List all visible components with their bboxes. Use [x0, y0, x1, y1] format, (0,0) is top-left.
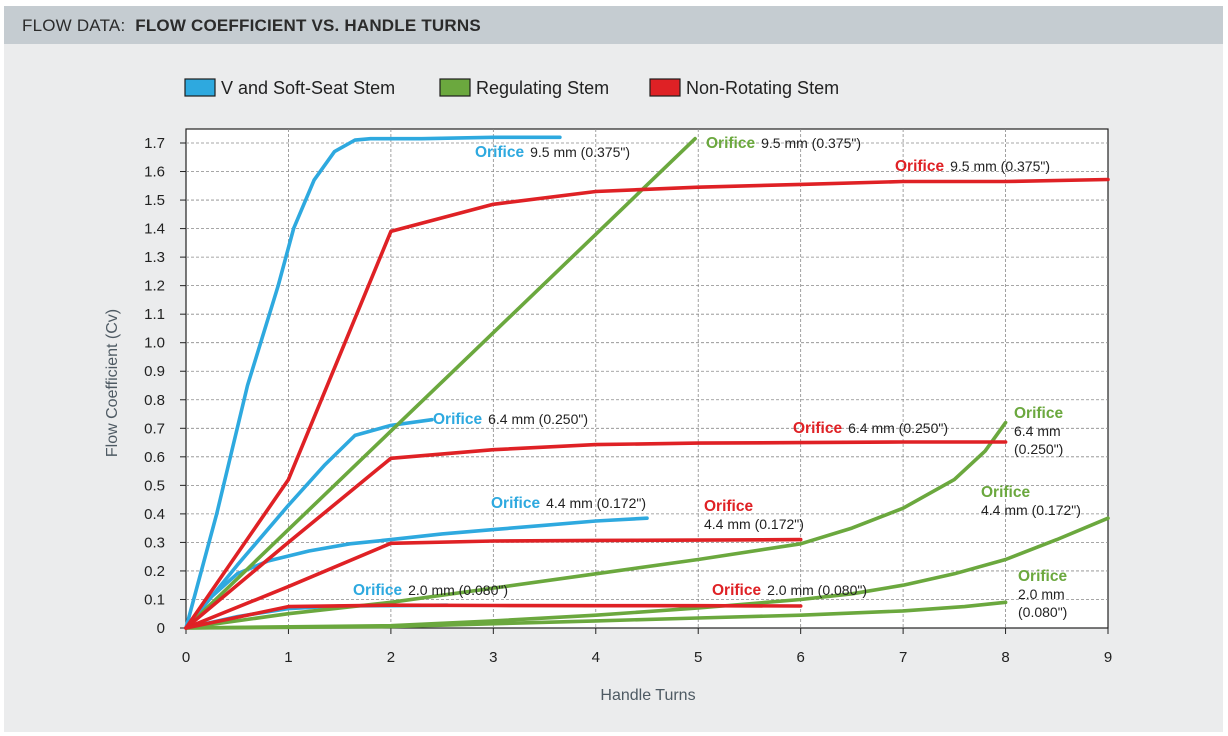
annotation-3-word: Orifice — [491, 495, 540, 512]
annotation-1-word: Orifice — [475, 144, 524, 161]
annotation-11-spec: 4.4 mm (0.172") — [704, 516, 804, 532]
series-line-7 — [184, 516, 1110, 630]
annotation-9-spec: 9.5 mm (0.375") — [950, 158, 1050, 174]
legend-label-1: V and Soft-Seat Stem — [221, 78, 395, 98]
annotations: Orifice 9.5 mm (0.375")Orifice 6.4 mm (0.2… — [353, 135, 1081, 620]
y-tick-label: 1.2 — [144, 278, 165, 295]
x-tick-label: 4 — [592, 649, 600, 666]
y-tick-label: 1.7 — [144, 135, 165, 152]
y-tick-label: 1.5 — [144, 192, 165, 209]
annotation-11-word: Orifice — [704, 498, 753, 515]
series-line-11 — [184, 537, 803, 630]
annotation-8-spec-2: (0.080") — [1018, 604, 1067, 620]
series-line-1 — [184, 135, 562, 630]
legend-swatch-3 — [649, 78, 681, 97]
annotation-2-spec: 6.4 mm (0.250") — [488, 411, 588, 427]
annotation-10-spec: 6.4 mm (0.250") — [848, 420, 948, 436]
annotation-12-spec: 2.0 mm (0.080") — [767, 582, 867, 598]
annotation-12-word: Orifice — [712, 582, 761, 599]
x-tick-label: 0 — [182, 649, 190, 666]
y-tick-label: 1.6 — [144, 164, 165, 181]
x-tick-label: 5 — [694, 649, 702, 666]
x-axis-title: Handle Turns — [600, 687, 695, 704]
y-tick-label: 0.6 — [144, 449, 165, 466]
annotation-6-spec-1: 6.4 mm — [1014, 423, 1061, 439]
y-tick-label: 0.7 — [144, 420, 165, 437]
annotation-6-word: Orifice — [1014, 405, 1063, 422]
y-tick-label: 1.4 — [144, 221, 165, 238]
annotation-10-word: Orifice — [793, 420, 842, 437]
annotation-1-spec: 9.5 mm (0.375") — [530, 144, 630, 160]
x-tick-label: 8 — [1001, 649, 1009, 666]
annotation-4-spec: 2.0 mm (0.080") — [408, 582, 508, 598]
y-tick-label: 0.8 — [144, 392, 165, 409]
header-main-title: FLOW COEFFICIENT VS. HANDLE TURNS — [135, 16, 481, 35]
y-tick-label: 0.9 — [144, 363, 165, 380]
legend: V and Soft-Seat Stem Regulating Stem Non-R… — [184, 78, 839, 98]
y-tick-label: 1.3 — [144, 249, 165, 266]
series-lines — [184, 135, 1110, 630]
annotation-5-spec: 9.5 mm (0.375") — [761, 135, 861, 151]
legend-swatch-1 — [184, 78, 216, 97]
x-tick-label: 1 — [284, 649, 292, 666]
series-line-2 — [184, 417, 434, 630]
series-line-8 — [184, 600, 1008, 630]
series-line-3 — [184, 516, 649, 630]
annotation-3-spec: 4.4 mm (0.172") — [546, 495, 646, 511]
series-line-12 — [184, 603, 803, 630]
annotation-5-word: Orifice — [706, 135, 755, 152]
legend-label-2: Regulating Stem — [476, 78, 609, 98]
x-tick-label: 6 — [796, 649, 804, 666]
annotation-7-spec: 4.4 mm (0.172") — [981, 502, 1081, 518]
y-tick-label: 1.1 — [144, 306, 165, 323]
x-tick-label: 9 — [1104, 649, 1112, 666]
annotation-4-word: Orifice — [353, 582, 402, 599]
y-tick-label: 0.5 — [144, 477, 165, 494]
x-tick-label: 7 — [899, 649, 907, 666]
y-tick-label: 0 — [157, 620, 165, 637]
y-tick-label: 0.4 — [144, 506, 165, 523]
plot-area — [185, 128, 1109, 629]
y-tick-label: 1.0 — [144, 335, 165, 352]
series-line-9 — [184, 177, 1110, 630]
x-tick-label: 2 — [387, 649, 395, 666]
y-tick-label: 0.3 — [144, 534, 165, 551]
series-line-10 — [184, 440, 1008, 630]
annotation-6-spec-2: (0.250") — [1014, 441, 1063, 457]
annotation-2-word: Orifice — [433, 411, 482, 428]
series-line-5 — [184, 136, 697, 630]
annotation-7-word: Orifice — [981, 484, 1030, 501]
annotation-8-spec-1: 2.0 mm — [1018, 586, 1065, 602]
y-axis-title: Flow Coefficient (Cv) — [104, 309, 121, 457]
x-tick-label: 3 — [489, 649, 497, 666]
y-tick-label: 0.2 — [144, 563, 165, 580]
header-title: FLOW DATA: FLOW COEFFICIENT VS. HANDLE T… — [22, 16, 481, 36]
axes: 0 1 2 3 4 5 6 7 8 9 0 0.1 0.2 0.3 0.4 0.5 0.6 0.7 0.8 0.9 1.… — [144, 135, 1112, 666]
annotation-9-word: Orifice — [895, 158, 944, 175]
y-tick-label: 0.1 — [144, 591, 165, 608]
header-prefix: FLOW DATA: — [22, 16, 126, 35]
annotation-8-word: Orifice — [1018, 568, 1067, 585]
header-bar: FLOW DATA: FLOW COEFFICIENT VS. HANDLE T… — [4, 6, 1223, 44]
legend-swatch-2 — [439, 78, 471, 97]
legend-label-3: Non-Rotating Stem — [686, 78, 839, 98]
